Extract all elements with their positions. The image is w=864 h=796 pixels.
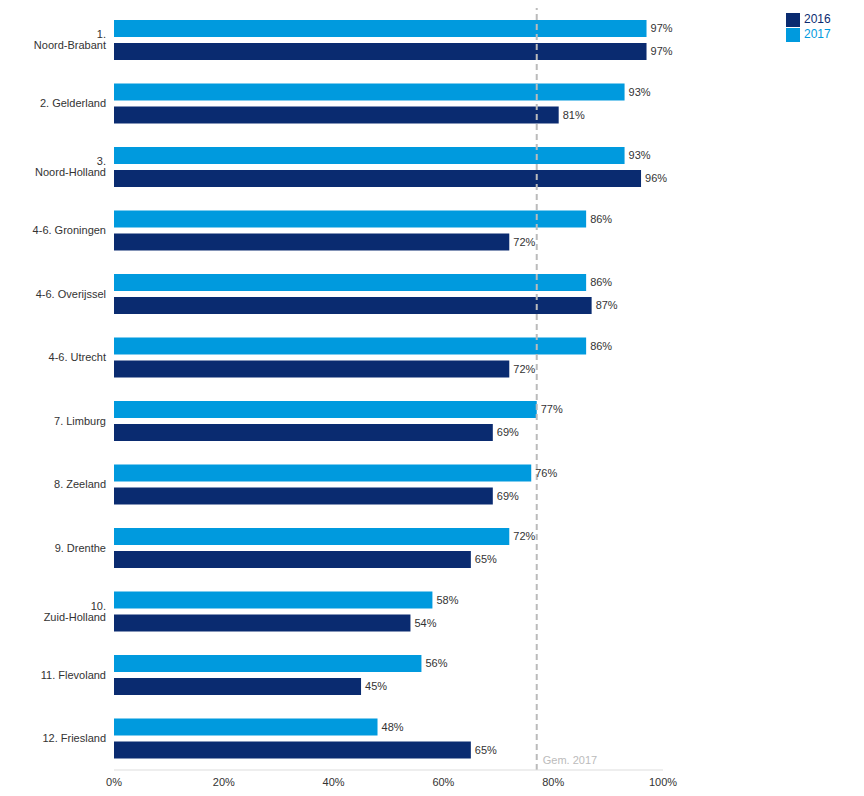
svg-text:100%: 100% <box>649 776 677 788</box>
svg-text:60%: 60% <box>432 776 454 788</box>
svg-text:81%: 81% <box>563 109 585 121</box>
svg-text:56%: 56% <box>425 657 447 669</box>
svg-text:69%: 69% <box>497 426 519 438</box>
html-text:2017: 2017 <box>804 26 831 41</box>
svg-text:2. Gelderland: 2. Gelderland <box>40 97 106 109</box>
svg-text:4-6. Utrecht: 4-6. Utrecht <box>49 351 106 363</box>
svg-text:40%: 40% <box>323 776 345 788</box>
svg-text:77%: 77% <box>541 403 563 415</box>
svg-text:76%: 76% <box>535 467 557 479</box>
svg-text:8. Zeeland: 8. Zeeland <box>54 478 106 490</box>
svg-text:80%: 80% <box>542 776 564 788</box>
svg-text:11. Flevoland: 11. Flevoland <box>41 669 106 681</box>
svg-text:69%: 69% <box>497 490 519 502</box>
svg-text:96%: 96% <box>645 172 667 184</box>
svg-text:20%: 20% <box>213 776 235 788</box>
svg-text:4-6. Groningen: 4-6. Groningen <box>33 224 106 236</box>
svg-text:58%: 58% <box>436 594 458 606</box>
svg-text:10.Zuid-Holland: 10.Zuid-Holland <box>44 600 106 623</box>
svg-text:7. Limburg: 7. Limburg <box>54 415 106 427</box>
svg-text:97%: 97% <box>651 45 673 57</box>
svg-text:3.Noord-Holland: 3.Noord-Holland <box>35 155 106 178</box>
svg-text:72%: 72% <box>513 530 535 542</box>
html-text:2016: 2016 <box>804 12 831 26</box>
svg-text:93%: 93% <box>629 86 651 98</box>
svg-text:45%: 45% <box>365 680 387 692</box>
svg-text:12. Friesland: 12. Friesland <box>42 732 106 744</box>
svg-text:65%: 65% <box>475 744 497 756</box>
svg-text:9. Drenthe: 9. Drenthe <box>55 542 106 554</box>
svg-text:72%: 72% <box>513 363 535 375</box>
svg-text:72%: 72% <box>513 236 535 248</box>
svg-text:0%: 0% <box>106 776 122 788</box>
svg-text:Gem. 2017: Gem. 2017 <box>543 754 597 766</box>
svg-text:97%: 97% <box>651 22 673 34</box>
svg-text:4-6. Overijssel: 4-6. Overijssel <box>36 288 106 300</box>
svg-text:1.Noord-Brabant: 1.Noord-Brabant <box>34 28 106 51</box>
svg-text:86%: 86% <box>590 340 612 352</box>
svg-text:93%: 93% <box>629 149 651 161</box>
svg-text:86%: 86% <box>590 276 612 288</box>
svg-text:54%: 54% <box>414 617 436 629</box>
svg-text:48%: 48% <box>382 721 404 733</box>
svg-text:87%: 87% <box>596 299 618 311</box>
svg-text:86%: 86% <box>590 213 612 225</box>
svg-text:65%: 65% <box>475 553 497 565</box>
